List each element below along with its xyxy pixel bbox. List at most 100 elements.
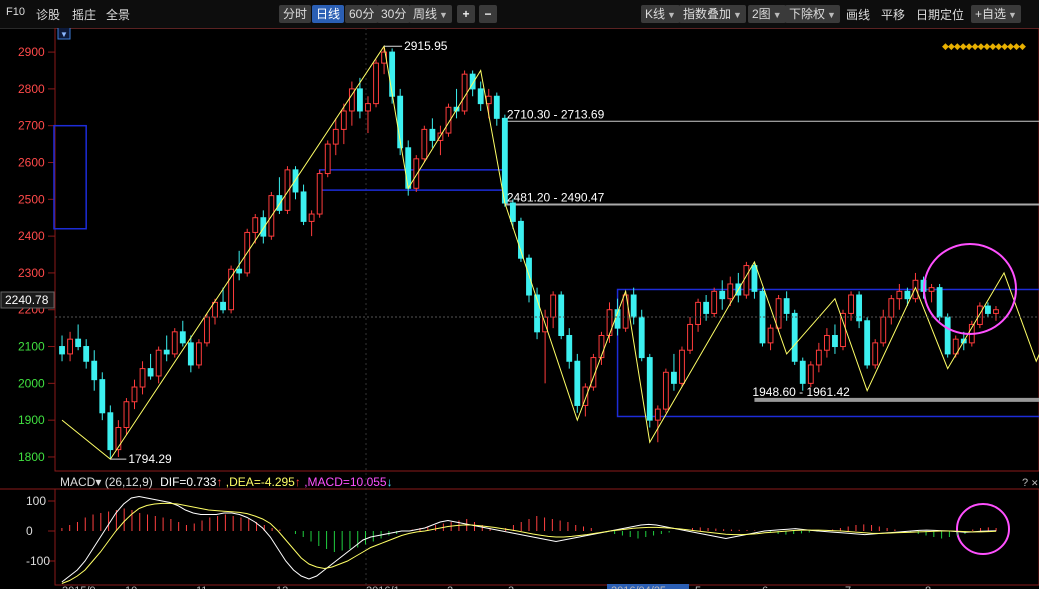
date-locate-button[interactable]: 日期定位 bbox=[916, 8, 965, 22]
dea-line bbox=[61, 502, 997, 584]
candle-body bbox=[832, 334, 838, 348]
candle-body bbox=[445, 106, 452, 134]
candle-body bbox=[993, 309, 999, 314]
macd-name[interactable]: MACD bbox=[60, 475, 96, 489]
f10-button[interactable]: F10 bbox=[6, 6, 25, 18]
macd-y-axis: 100 0 -100 bbox=[26, 494, 55, 568]
candle-body bbox=[324, 143, 331, 175]
candle-body bbox=[163, 349, 170, 355]
y-tick-label: 1900 bbox=[18, 413, 45, 427]
macd-value-sep: , bbox=[304, 475, 307, 489]
time-label: 2 bbox=[447, 585, 453, 589]
candle-body bbox=[558, 294, 565, 336]
help-icon[interactable]: ? bbox=[1022, 477, 1028, 489]
kline-chart[interactable]: ▼ 29002800270026002500240023002200210020… bbox=[0, 28, 1039, 589]
candle-body bbox=[622, 294, 629, 329]
macd-tick-label: 100 bbox=[26, 494, 46, 508]
candle-body bbox=[389, 51, 396, 97]
time-label: 11 bbox=[196, 585, 207, 589]
candle-body bbox=[912, 279, 919, 300]
time-label: 7 bbox=[845, 585, 851, 589]
time-cursor-box bbox=[607, 584, 689, 589]
candle-body bbox=[679, 349, 685, 384]
period-tab-daily[interactable]: 日线 bbox=[312, 5, 345, 23]
candle-body bbox=[276, 195, 283, 211]
candle-body bbox=[574, 360, 581, 406]
range-label-1955: 1948.60 - 1961.42 bbox=[752, 385, 850, 399]
candle-body bbox=[703, 301, 710, 314]
candle-body bbox=[477, 88, 484, 105]
candle-body bbox=[823, 334, 830, 351]
candle-body bbox=[171, 331, 178, 355]
range-label-2712: 2710.30 - 2713.69 bbox=[507, 107, 605, 121]
time-label: 8 bbox=[925, 585, 931, 589]
candle-body bbox=[67, 338, 73, 355]
time-label: 3 bbox=[508, 585, 514, 589]
period-tab-60min[interactable]: 60分 bbox=[345, 5, 379, 23]
index-overlay-button[interactable]: 指数叠加 ▼ bbox=[679, 5, 746, 23]
candle-body bbox=[880, 316, 887, 344]
pan-button[interactable]: 平移 bbox=[881, 8, 906, 22]
candle-body bbox=[357, 88, 363, 112]
current-price-box bbox=[0, 291, 55, 309]
candlestick-series bbox=[59, 46, 999, 460]
time-label: 2016/04/25 bbox=[611, 585, 666, 589]
period-tab-intraday[interactable]: 分时 bbox=[279, 5, 312, 23]
candle-body bbox=[405, 147, 412, 189]
candle-body bbox=[888, 298, 895, 318]
candle-body bbox=[179, 331, 186, 344]
candle-body bbox=[83, 346, 90, 362]
time-label: 5 bbox=[695, 585, 701, 589]
candle-body bbox=[936, 287, 943, 318]
candle-body bbox=[840, 312, 846, 348]
candle-body bbox=[606, 309, 613, 336]
macd-value: MACD=10.055 bbox=[308, 475, 387, 489]
watchlist-button[interactable]: +自选 ▼ bbox=[971, 5, 1021, 23]
price-annotations: 2915.95 1794.29 2710.30 - 2713.69 2481.20 -… bbox=[110, 39, 850, 466]
chevron-down-icon: ▼ bbox=[772, 10, 782, 20]
candle-body bbox=[864, 320, 871, 366]
candle-body bbox=[719, 290, 726, 300]
chevron-down-icon: ▼ bbox=[439, 10, 448, 20]
zoom-in-button[interactable]: + bbox=[457, 5, 475, 23]
time-axis: 2015/9 10 11 12 2016/1 2 3 2016/04/25 5 6 7 8 bbox=[62, 584, 931, 589]
candle-body bbox=[292, 169, 299, 193]
candle-body bbox=[856, 294, 863, 322]
ex-rights-label: 下除权 bbox=[789, 7, 826, 21]
macd-dea-sep: , bbox=[226, 475, 229, 489]
candle-body bbox=[236, 268, 243, 274]
time-label: 2015/9 bbox=[62, 585, 96, 589]
candle-body bbox=[566, 334, 573, 362]
chevron-down-icon: ▼ bbox=[1008, 10, 1017, 20]
y-tick-label: 2000 bbox=[18, 376, 45, 390]
dealer-button[interactable]: 摇庄 bbox=[72, 8, 97, 22]
candle-body bbox=[139, 368, 146, 388]
draw-line-button[interactable]: 画线 bbox=[846, 8, 871, 22]
zoom-out-button[interactable]: − bbox=[479, 5, 497, 23]
candle-body bbox=[775, 298, 782, 329]
candle-body bbox=[187, 342, 194, 366]
support-resistance-boxes bbox=[53, 120, 1039, 418]
index-overlay-label: 指数叠加 bbox=[683, 7, 732, 21]
candle-body bbox=[976, 305, 983, 325]
y-tick-label: 2100 bbox=[18, 340, 45, 354]
y-tick-label: 2400 bbox=[18, 229, 45, 243]
period-tab-30min[interactable]: 30分 bbox=[377, 5, 411, 23]
candle-body bbox=[671, 371, 677, 384]
overview-button[interactable]: 全景 bbox=[106, 8, 131, 22]
two-chart-button[interactable]: 2图 ▼ bbox=[748, 5, 786, 23]
candle-body bbox=[743, 265, 750, 296]
candle-body bbox=[228, 268, 235, 311]
candle-body bbox=[727, 283, 734, 300]
candle-body bbox=[397, 95, 404, 149]
indicator-menu-button[interactable] bbox=[57, 28, 71, 40]
kline-button[interactable]: K线 ▼ bbox=[641, 5, 680, 23]
chevron-down-icon: ▾ bbox=[95, 475, 104, 489]
period-tab-weekly[interactable]: 周线 ▼ bbox=[409, 5, 452, 23]
candle-body bbox=[687, 323, 693, 351]
low-price-label: 1794.29 bbox=[128, 452, 172, 466]
stock-diagnosis-button[interactable]: 诊股 bbox=[36, 8, 61, 22]
ex-rights-button[interactable]: 下除权 ▼ bbox=[785, 5, 840, 23]
candle-body bbox=[638, 316, 645, 359]
close-icon[interactable]: ✕ bbox=[1031, 478, 1039, 488]
